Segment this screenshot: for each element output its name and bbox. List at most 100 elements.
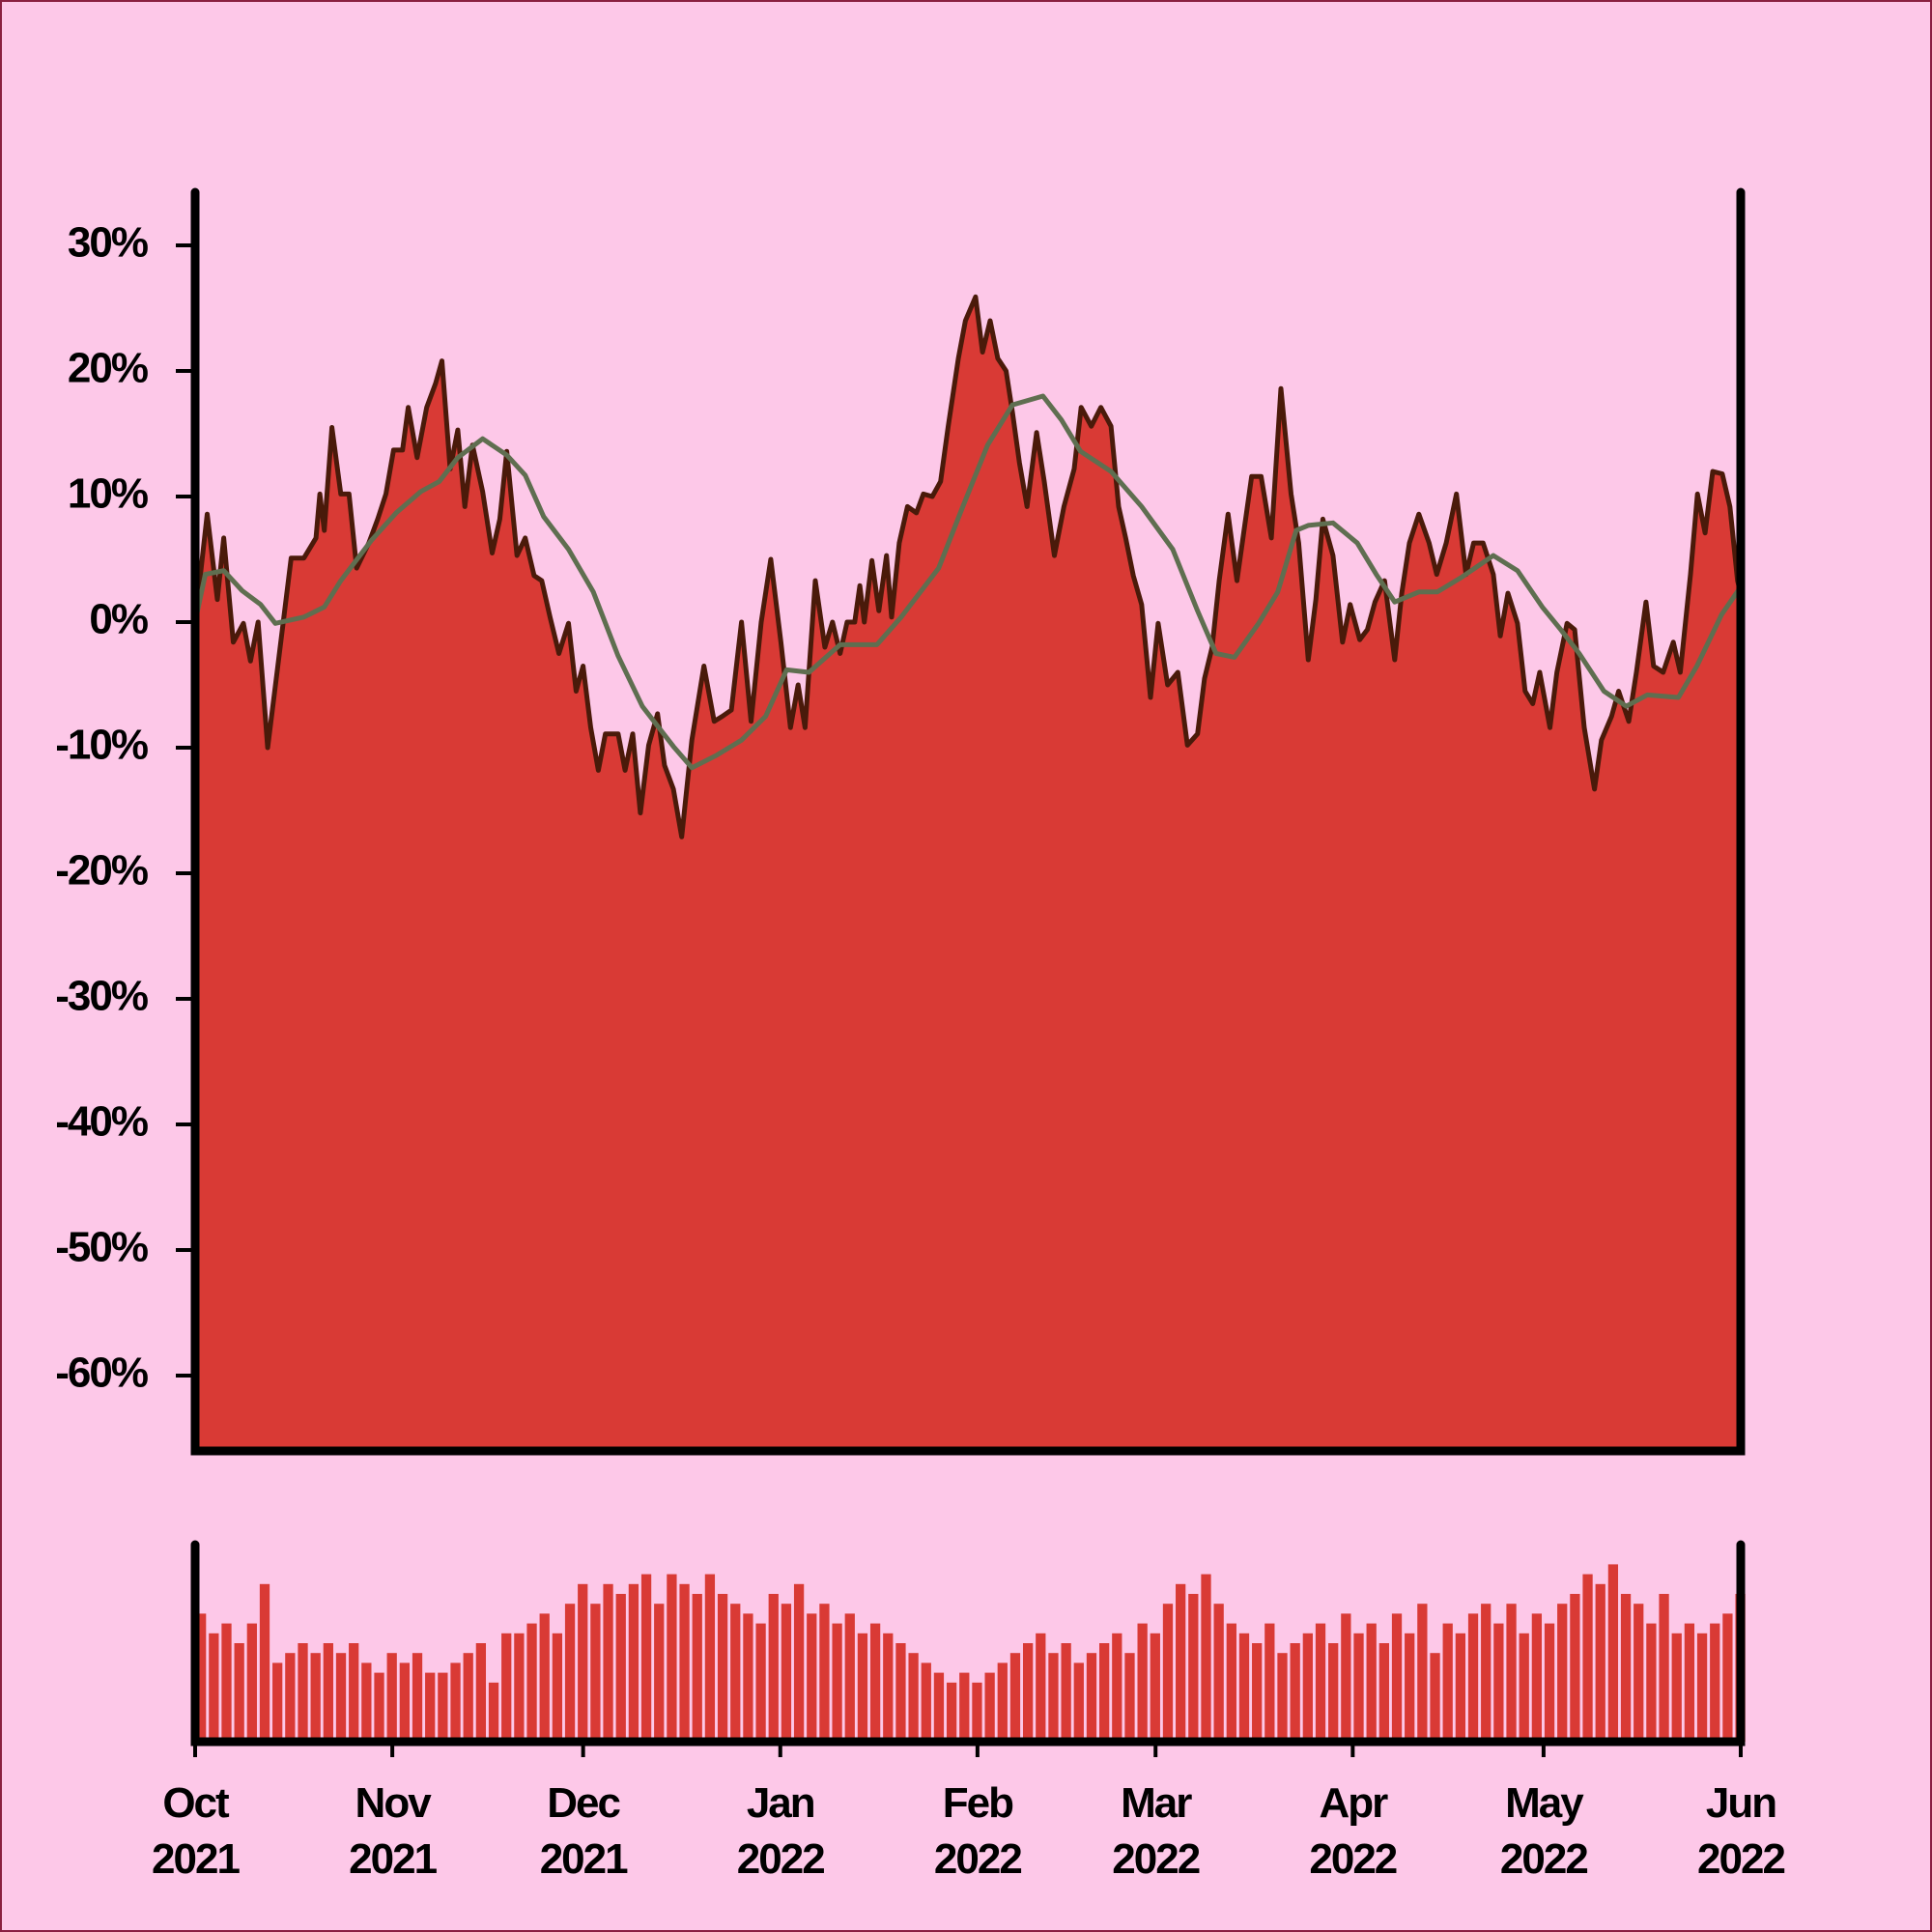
- volume-bar: [857, 1633, 868, 1742]
- volume-bar: [196, 1613, 207, 1742]
- volume-bar: [1162, 1604, 1174, 1742]
- volume-bar: [1671, 1633, 1682, 1742]
- volume-bar: [1036, 1633, 1046, 1742]
- volume-bar: [526, 1623, 537, 1742]
- volume-bar: [335, 1653, 347, 1742]
- y-tick-label: -60%: [55, 1350, 148, 1397]
- volume-bar: [997, 1662, 1008, 1742]
- volume-bar: [1531, 1613, 1543, 1742]
- volume-bar: [1048, 1653, 1059, 1742]
- volume-bar: [1086, 1653, 1097, 1742]
- volume-bar: [908, 1653, 919, 1742]
- volume-bar: [1188, 1594, 1199, 1742]
- volume-bar: [1620, 1594, 1632, 1742]
- volume-bar: [1073, 1662, 1084, 1742]
- volume-bar: [1684, 1623, 1695, 1742]
- volume-bar: [768, 1594, 779, 1742]
- volume-bar: [1544, 1623, 1555, 1742]
- volume-bar: [501, 1633, 512, 1742]
- volume-bar: [869, 1623, 881, 1742]
- y-tick-label: -20%: [55, 847, 148, 895]
- volume-bar: [1467, 1613, 1479, 1742]
- volume-bar: [807, 1613, 817, 1742]
- volume-bar: [1176, 1583, 1186, 1742]
- volume-bar: [285, 1653, 296, 1742]
- y-tick-label: -40%: [55, 1098, 148, 1146]
- volume-bar: [1696, 1633, 1708, 1742]
- volume-bar: [679, 1583, 690, 1742]
- volume-bar: [1493, 1623, 1504, 1742]
- volume-bar: [1417, 1604, 1428, 1742]
- x-tick-label: Oct 2021: [152, 1779, 241, 1883]
- volume-bar: [1582, 1574, 1593, 1742]
- volume-bar: [488, 1682, 499, 1742]
- volume-bar: [590, 1604, 601, 1742]
- volume-bar: [438, 1672, 448, 1742]
- volume-bar: [272, 1662, 283, 1742]
- volume-bar: [615, 1594, 626, 1742]
- volume-bar: [1150, 1633, 1160, 1742]
- volume-bar: [361, 1662, 372, 1742]
- volume-bar: [246, 1623, 257, 1742]
- volume-bar: [552, 1633, 563, 1742]
- volume-bar: [704, 1574, 716, 1742]
- volume-bar: [1328, 1643, 1339, 1742]
- volume-bar: [628, 1583, 639, 1742]
- volume-bar: [1607, 1564, 1619, 1742]
- moving-average-line: [192, 393, 1744, 771]
- volume-bar: [450, 1662, 461, 1742]
- volume-bar: [730, 1604, 741, 1742]
- y-tick-label: -30%: [55, 973, 148, 1020]
- x-tick-label: Apr 2022: [1309, 1779, 1398, 1883]
- volume-bar: [793, 1583, 805, 1742]
- volume-bar: [781, 1604, 792, 1742]
- volume-bar: [514, 1633, 525, 1742]
- y-tick-label: 10%: [68, 470, 148, 518]
- volume-bar: [1378, 1643, 1389, 1742]
- volume-bar: [654, 1604, 665, 1742]
- y-tick-label: -50%: [55, 1224, 148, 1271]
- volume-bar: [1481, 1604, 1492, 1742]
- volume-bar: [844, 1613, 855, 1742]
- volume-bar: [1430, 1653, 1440, 1742]
- volume-bar: [1646, 1623, 1657, 1742]
- volume-bar: [895, 1643, 906, 1742]
- volume-bar: [1277, 1653, 1288, 1742]
- volume-bar: [1455, 1633, 1466, 1742]
- volume-bar: [832, 1623, 842, 1742]
- x-tick-label: May 2022: [1499, 1779, 1589, 1883]
- volume-bar: [1061, 1643, 1071, 1742]
- volume-bar: [1506, 1604, 1517, 1742]
- volume-bar: [1570, 1594, 1580, 1742]
- volume-bar: [959, 1672, 970, 1742]
- volume-bar: [259, 1583, 270, 1742]
- volume-bar: [1595, 1583, 1605, 1742]
- volume-bar: [298, 1643, 308, 1742]
- volume-bar: [1659, 1594, 1669, 1742]
- x-tick-label: Jun 2022: [1697, 1779, 1786, 1883]
- volume-bar: [412, 1653, 423, 1742]
- volume-bar: [1353, 1633, 1364, 1742]
- volume-bar: [578, 1583, 588, 1742]
- volume-bar: [1213, 1604, 1224, 1742]
- volume-bar: [1022, 1643, 1034, 1742]
- volume-bar: [1442, 1623, 1453, 1742]
- volume-bar: [692, 1594, 702, 1742]
- volume-bar: [221, 1623, 232, 1742]
- volume-bar: [209, 1633, 219, 1742]
- volume-bar: [1264, 1623, 1275, 1742]
- volume-bar: [1009, 1653, 1021, 1742]
- volume-bar: [640, 1574, 652, 1742]
- volume-bar: [310, 1653, 321, 1742]
- volume-bar: [1112, 1633, 1122, 1742]
- x-tick-label: Mar 2022: [1112, 1779, 1201, 1883]
- y-tick-label: 0%: [89, 596, 147, 643]
- y-tick-label: 20%: [68, 345, 148, 392]
- volume-bar: [1519, 1633, 1529, 1742]
- x-tick-label: Dec 2021: [539, 1779, 629, 1883]
- volume-bar: [933, 1672, 945, 1742]
- volume-bar: [1124, 1653, 1135, 1742]
- volume-bar: [984, 1672, 995, 1742]
